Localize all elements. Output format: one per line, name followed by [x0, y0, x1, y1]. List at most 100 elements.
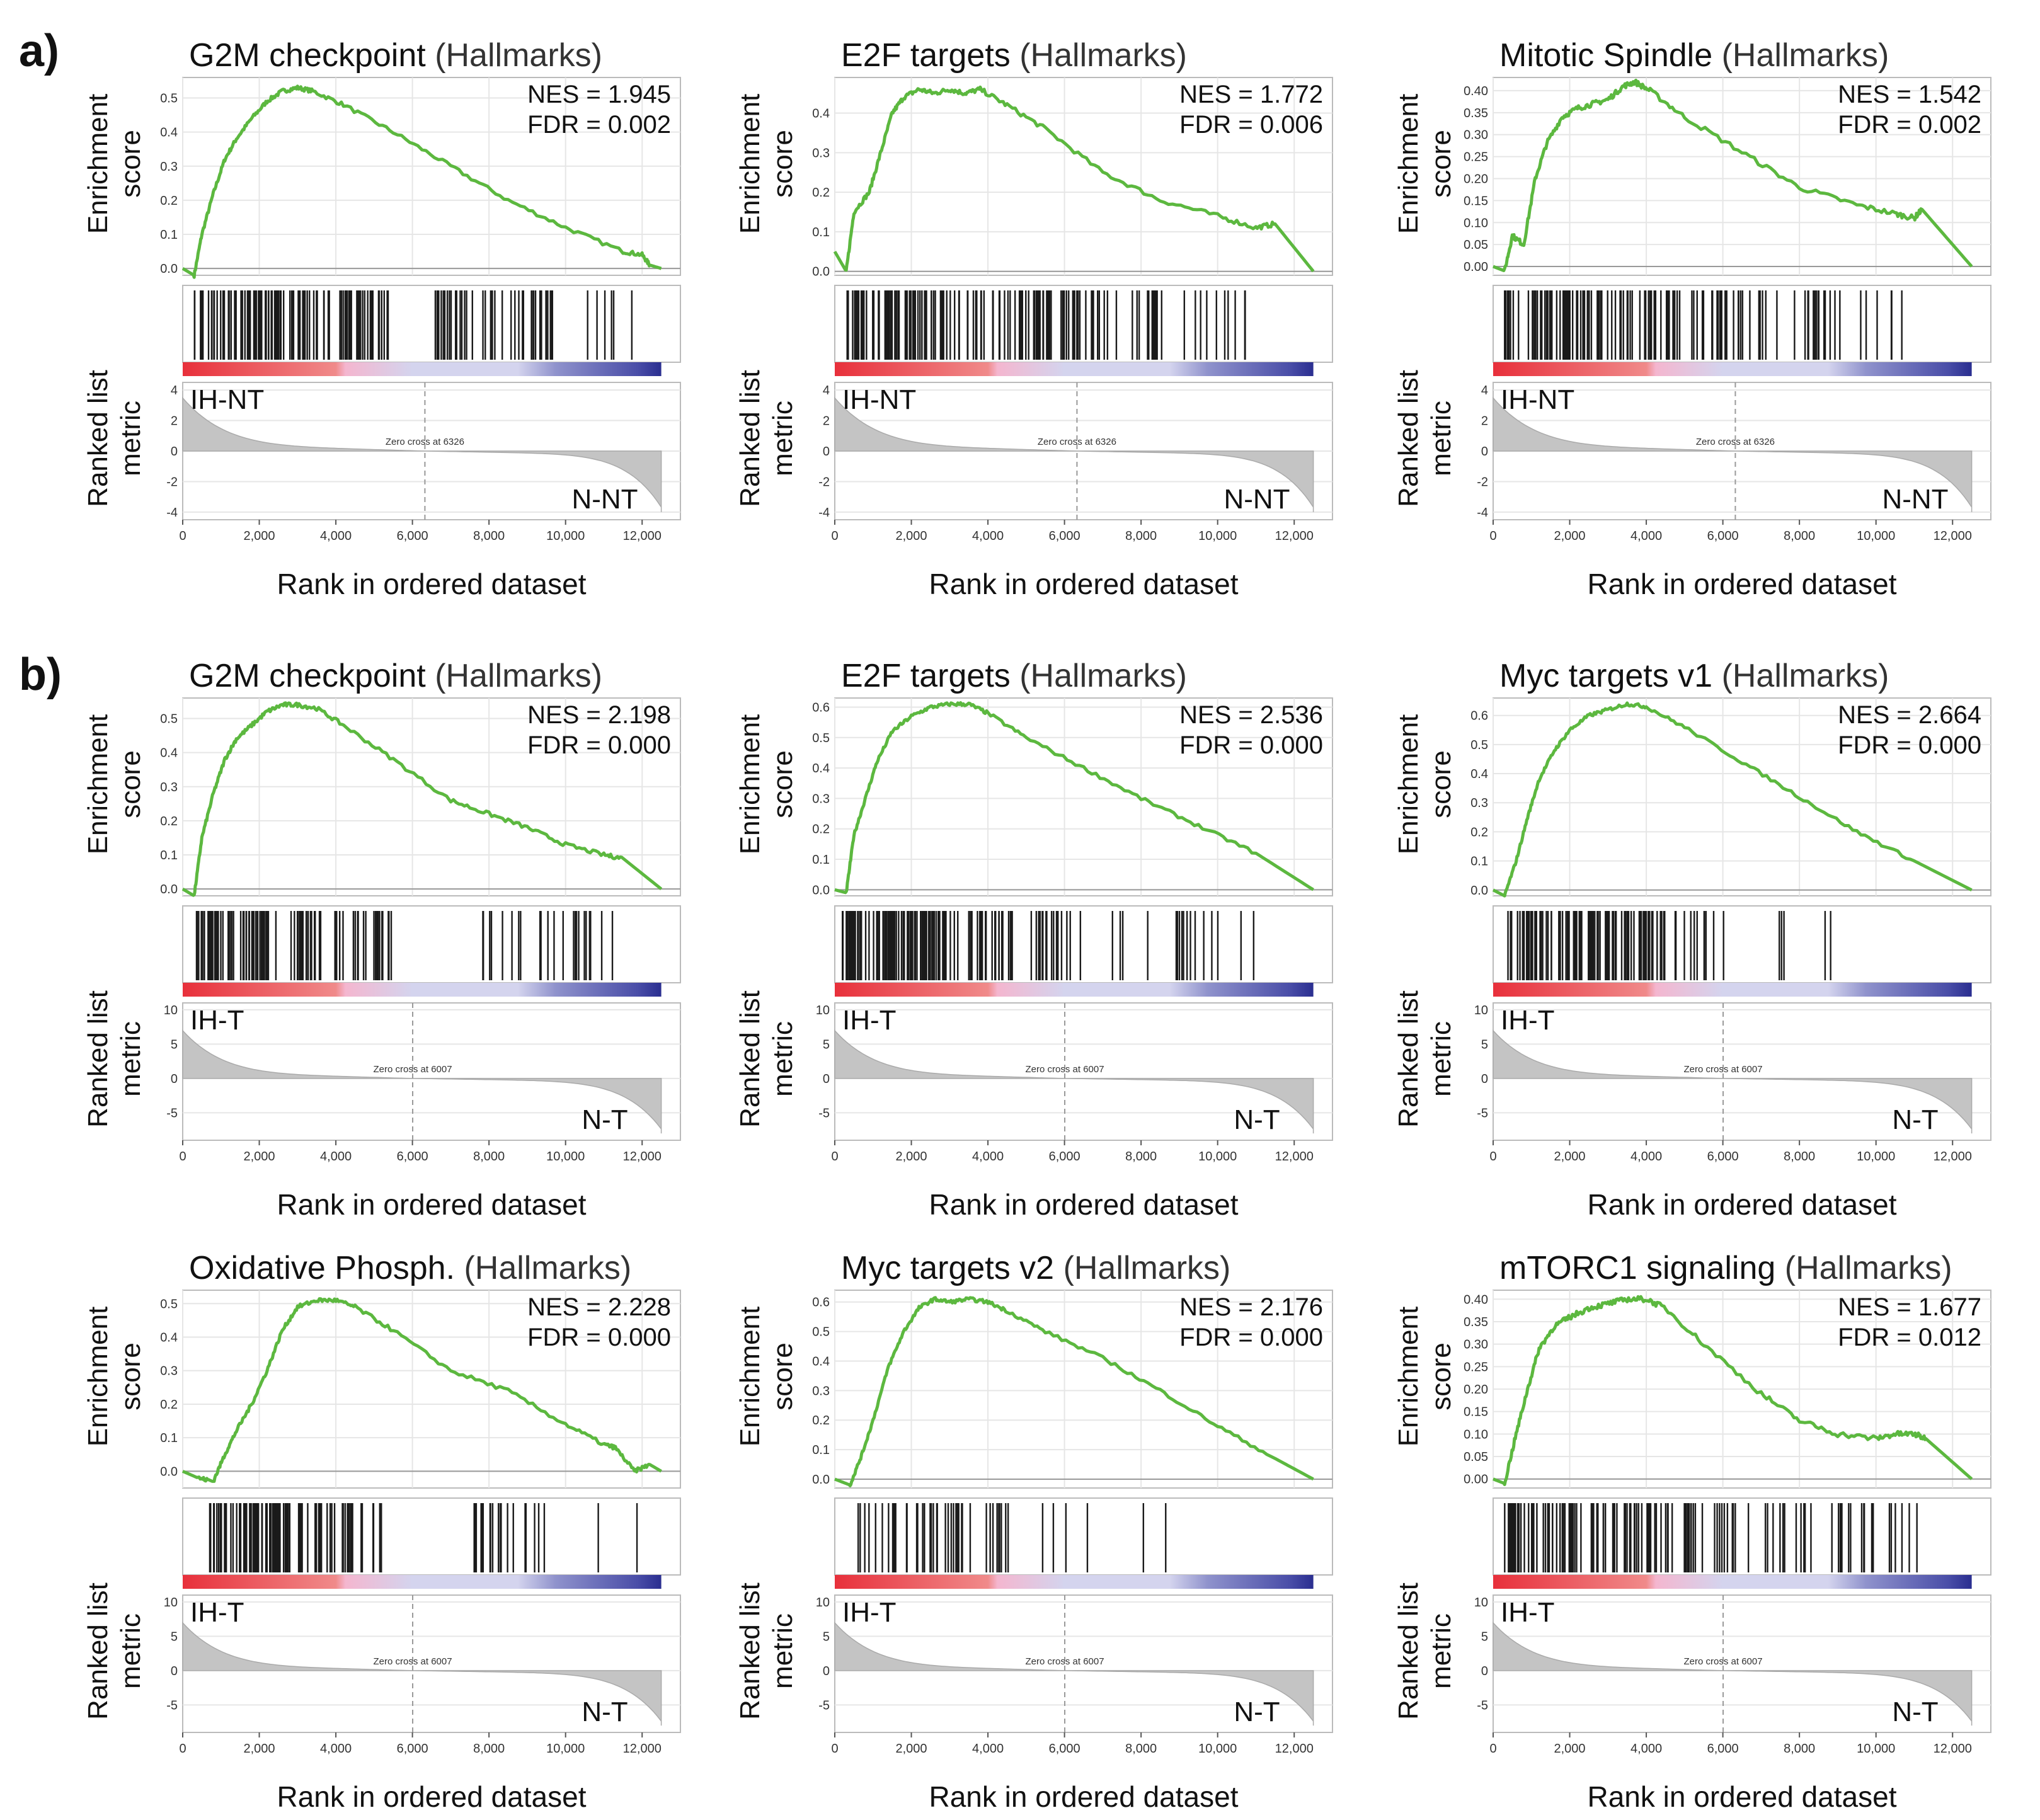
- x-tick-label: 0: [1489, 529, 1496, 543]
- x-tick-label: 4,000: [1630, 1150, 1662, 1164]
- gsea-plot: mTORC1 signaling (Hallmarks) 0.00 0.05 0.10…: [1393, 1250, 1991, 1813]
- gsea-plot: Myc targets v1 (Hallmarks) 0.0 0.1 0.2 0.3 0.…: [1393, 658, 1991, 1221]
- rank-heat-ribbon: [835, 983, 1314, 997]
- metric-tick-label: -5: [1477, 1698, 1488, 1712]
- plot-title-main: E2F targets: [841, 658, 1019, 694]
- metric-tick-label: -5: [818, 1698, 830, 1712]
- es-tick-label: 0.35: [1464, 106, 1488, 120]
- rank-heat-ribbon: [1493, 983, 1972, 997]
- es-axis-label-line: score: [767, 1342, 798, 1411]
- rank-heat-ribbon: [183, 983, 662, 997]
- x-tick-label: 6,000: [397, 1742, 428, 1756]
- metric-axis-label-line: metric: [115, 401, 146, 476]
- es-tick-label: 0.0: [812, 265, 830, 279]
- metric-axis-label: Ranked listmetric: [1393, 990, 1457, 1128]
- es-tick-label: 0.5: [1470, 738, 1488, 752]
- x-axis-label: Rank in ordered dataset: [929, 1188, 1239, 1221]
- metric-tick-label: 2: [171, 415, 178, 428]
- metric-axis-label-line: metric: [115, 1613, 146, 1689]
- x-tick-label: 0: [831, 529, 838, 543]
- ranked-metric-area: [182, 1622, 662, 1726]
- x-tick-label: 6,000: [397, 1150, 428, 1164]
- es-axis-label-line: score: [1426, 130, 1457, 198]
- metric-tick-label: 0: [1481, 445, 1488, 459]
- x-tick-label: 8,000: [1125, 529, 1157, 543]
- metric-tick-label: 0: [823, 1072, 830, 1086]
- plot-title-subtitle: (Hallmarks): [1063, 1250, 1231, 1286]
- hits-panel: [182, 285, 681, 363]
- fdr-value: FDR = 0.000: [1179, 1324, 1323, 1351]
- positive-phenotype-label: IH-T: [1501, 1597, 1555, 1628]
- nes-value: NES = 2.176: [1179, 1293, 1323, 1321]
- x-tick-label: 4,000: [320, 1150, 352, 1164]
- es-tick-label: 0.5: [812, 731, 830, 745]
- x-tick-label: 4,000: [1630, 1742, 1662, 1756]
- x-tick-label: 12,000: [1275, 1150, 1314, 1164]
- es-tick-label: 0.0: [160, 262, 178, 276]
- metric-axis-label-line: metric: [1426, 1613, 1457, 1689]
- x-tick-label: 0: [179, 1150, 186, 1164]
- x-axis-label: Rank in ordered dataset: [277, 1188, 587, 1221]
- es-tick-label: 0.35: [1464, 1315, 1488, 1329]
- es-plot-area: [1493, 697, 1991, 896]
- negative-phenotype-label: N-T: [1234, 1697, 1280, 1727]
- rank-heat-ribbon: [183, 362, 662, 376]
- metric-axis-label: Ranked listmetric: [735, 990, 798, 1128]
- negative-phenotype-label: N-T: [582, 1104, 627, 1135]
- negative-phenotype-label: N-T: [582, 1697, 627, 1727]
- es-tick-label: 0.0: [812, 883, 830, 897]
- x-axis-label: Rank in ordered dataset: [277, 568, 587, 600]
- plot-title: E2F targets (Hallmarks): [841, 37, 1187, 74]
- positive-phenotype-label: IH-T: [842, 1597, 897, 1628]
- es-tick-label: 0.2: [812, 823, 830, 837]
- es-tick-label: 0.15: [1464, 1405, 1488, 1419]
- x-tick-label: 4,000: [972, 1150, 1004, 1164]
- metric-axis-label: Ranked listmetric: [83, 370, 146, 507]
- ranked-metric-area: [834, 1029, 1314, 1134]
- es-tick-label: 0.20: [1464, 1383, 1488, 1397]
- rank-heat-ribbon: [835, 362, 1314, 376]
- metric-axis-label-line: metric: [767, 401, 798, 476]
- es-tick-label: 0.3: [1470, 796, 1488, 810]
- es-tick-label: 0.2: [160, 194, 178, 208]
- es-tick-label: 0.5: [812, 1325, 830, 1339]
- x-tick-label: 0: [831, 1150, 838, 1164]
- es-tick-label: 0.5: [160, 1297, 178, 1311]
- es-axis-label: Enrichmentscore: [83, 714, 146, 855]
- metric-tick-label: -2: [1477, 475, 1488, 489]
- es-tick-label: 0.25: [1464, 1360, 1488, 1374]
- metric-tick-label: 0: [171, 1072, 178, 1086]
- zero-cross-label: Zero cross at 6326: [1038, 437, 1116, 447]
- es-plot-area: [182, 77, 681, 276]
- x-tick-label: 4,000: [1630, 529, 1662, 543]
- positive-phenotype-label: IH-T: [842, 1005, 897, 1036]
- plot-title: G2M checkpoint (Hallmarks): [189, 37, 602, 74]
- es-plot-area: [834, 1290, 1333, 1489]
- plot-title: Myc targets v1 (Hallmarks): [1499, 658, 1889, 694]
- x-tick-label: 12,000: [623, 1742, 662, 1756]
- gsea-plot: Oxidative Phosph. (Hallmarks) 0.0 0.1 0.2 0.…: [83, 1250, 681, 1813]
- x-tick-label: 2,000: [896, 529, 927, 543]
- metric-axis-label-line: Ranked list: [83, 990, 113, 1128]
- x-tick-label: 2,000: [1554, 529, 1586, 543]
- es-tick-label: 0.5: [160, 91, 178, 105]
- metric-tick-label: 0: [1481, 1072, 1488, 1086]
- es-axis-label: Enrichmentscore: [1393, 1307, 1457, 1447]
- x-tick-label: 12,000: [623, 529, 662, 543]
- negative-phenotype-label: N-NT: [1223, 484, 1290, 515]
- metric-axis-label: Ranked listmetric: [1393, 1582, 1457, 1720]
- es-axis-label: Enrichmentscore: [1393, 94, 1457, 234]
- metric-tick-label: -4: [166, 506, 178, 520]
- es-tick-label: 0.3: [160, 781, 178, 794]
- es-tick-label: 0.20: [1464, 172, 1488, 186]
- negative-phenotype-label: N-T: [1892, 1697, 1938, 1727]
- metric-tick-label: 2: [823, 415, 830, 428]
- metric-axis-label: Ranked listmetric: [83, 1582, 146, 1720]
- x-tick-label: 4,000: [320, 529, 352, 543]
- es-axis-label-line: score: [767, 130, 798, 198]
- es-tick-label: 0.0: [812, 1473, 830, 1487]
- es-tick-label: 0.00: [1464, 1473, 1488, 1487]
- es-axis-label: Enrichmentscore: [83, 94, 146, 234]
- metric-axis-label-line: Ranked list: [735, 1582, 765, 1720]
- x-tick-label: 6,000: [397, 529, 428, 543]
